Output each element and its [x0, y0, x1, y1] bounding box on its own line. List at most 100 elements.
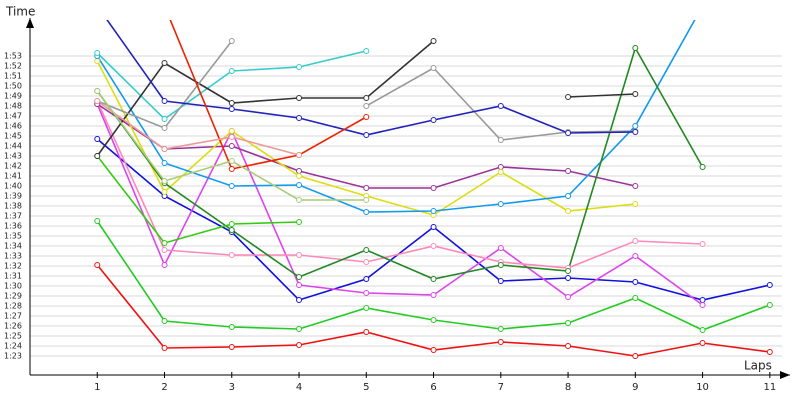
- point: [296, 252, 303, 258]
- point: [161, 146, 168, 152]
- y-tick-label: 1:50: [4, 82, 22, 91]
- point: [430, 65, 437, 71]
- point: [363, 185, 370, 191]
- point: [565, 294, 572, 300]
- y-tick-label: 1:25: [4, 332, 22, 341]
- y-axis-arrow: [26, 18, 34, 28]
- point: [430, 208, 437, 214]
- point: [565, 268, 572, 274]
- point: [632, 201, 639, 207]
- series-line: [96, 155, 300, 244]
- point: [497, 245, 504, 251]
- point: [162, 4, 167, 9]
- point: [497, 326, 504, 332]
- point: [766, 282, 773, 288]
- point: [296, 197, 303, 203]
- point: [228, 128, 235, 134]
- y-tick-label: 1:53: [4, 52, 22, 61]
- x-tick-label: 2: [161, 382, 167, 393]
- point: [161, 345, 168, 351]
- x-tick-label: 4: [296, 382, 302, 393]
- point: [94, 88, 101, 94]
- point: [430, 38, 437, 44]
- point: [632, 353, 639, 359]
- series-line: [96, 100, 703, 269]
- point: [363, 209, 370, 215]
- point: [632, 91, 639, 97]
- point: [296, 95, 303, 101]
- point: [161, 60, 168, 66]
- point: [565, 94, 572, 100]
- point: [430, 243, 437, 249]
- point: [430, 117, 437, 123]
- point: [296, 282, 303, 288]
- point: [363, 276, 370, 282]
- point: [296, 64, 303, 70]
- point: [632, 45, 639, 51]
- x-axis-arrow: [780, 371, 790, 379]
- y-tick-label: 1:34: [4, 242, 22, 251]
- point: [699, 241, 706, 247]
- point: [766, 302, 773, 308]
- point: [296, 219, 303, 225]
- point: [228, 68, 235, 74]
- point: [161, 262, 168, 268]
- point: [94, 153, 101, 159]
- point: [363, 290, 370, 296]
- x-tick-label: 3: [229, 382, 235, 393]
- y-tick-label: 1:26: [4, 322, 22, 331]
- point: [296, 168, 303, 174]
- point: [228, 143, 235, 149]
- point: [497, 262, 504, 268]
- point: [94, 262, 101, 268]
- point: [632, 253, 639, 259]
- point: [161, 116, 168, 122]
- y-tick-label: 1:36: [4, 222, 22, 231]
- y-tick-label: 1:44: [4, 142, 22, 151]
- point: [497, 103, 504, 109]
- point: [296, 115, 303, 121]
- series-line: [96, 45, 704, 280]
- point: [565, 168, 572, 174]
- y-tick-label: 1:51: [4, 72, 22, 81]
- y-tick-label: 1:27: [4, 312, 22, 321]
- point: [565, 320, 572, 326]
- y-tick-label: 1:31: [4, 272, 22, 281]
- point: [632, 183, 639, 189]
- point: [228, 344, 235, 350]
- point: [430, 317, 437, 323]
- point: [95, 4, 100, 9]
- x-tick-label: 5: [363, 382, 369, 393]
- point: [632, 279, 639, 285]
- point: [161, 178, 168, 184]
- y-tick-label: 1:43: [4, 152, 22, 161]
- y-tick-label: 1:39: [4, 192, 22, 201]
- point: [497, 339, 504, 345]
- point: [430, 224, 437, 230]
- point: [430, 276, 437, 282]
- point: [363, 95, 370, 101]
- x-tick-label: 7: [498, 382, 504, 393]
- point: [296, 326, 303, 332]
- y-tick-label: 1:23: [4, 352, 22, 361]
- point: [700, 4, 705, 9]
- point: [497, 164, 504, 170]
- y-tick-label: 1:33: [4, 252, 22, 261]
- point: [363, 114, 370, 120]
- point: [296, 297, 303, 303]
- series-line: [96, 103, 704, 306]
- series-line: [169, 20, 367, 170]
- point: [363, 197, 370, 203]
- point: [363, 329, 370, 335]
- point: [565, 275, 572, 281]
- series-line: [96, 100, 300, 156]
- point: [497, 278, 504, 284]
- point: [430, 347, 437, 353]
- point: [228, 158, 235, 164]
- y-tick-label: 1:28: [4, 302, 22, 311]
- point: [228, 38, 235, 44]
- point: [94, 136, 101, 142]
- point: [296, 173, 303, 179]
- point: [296, 342, 303, 348]
